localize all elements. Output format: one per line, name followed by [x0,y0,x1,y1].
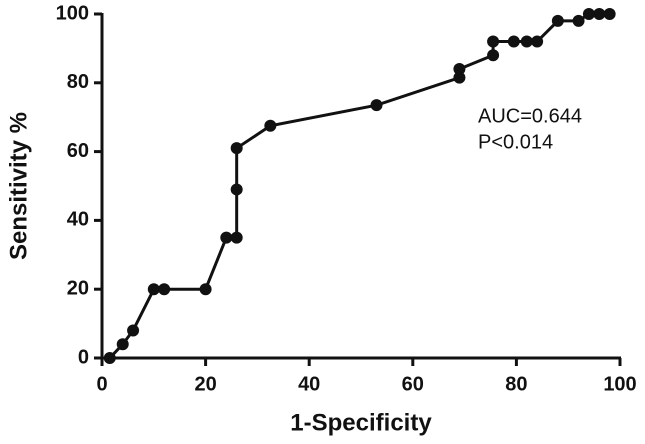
point [199,283,212,296]
point [127,324,140,337]
point [103,352,116,364]
point [264,119,277,132]
x-tick-label: 80 [505,373,527,395]
point [230,231,243,244]
point [158,283,171,296]
roc-line [108,12,610,360]
point [582,8,595,20]
y-tick-label: 20 [67,277,89,299]
y-tick-label: 40 [67,209,89,231]
point [487,49,500,62]
point [572,14,585,27]
x-tick-label: 40 [298,373,320,395]
point [453,63,466,76]
point [520,35,533,48]
point [370,99,383,112]
point [116,338,129,351]
y-tick-label: 80 [67,71,89,93]
point [531,35,544,48]
x-tick-label: 20 [194,373,216,395]
annotation: AUC=0.644 [478,105,582,127]
point [230,142,243,155]
x-tick-label: 60 [402,373,424,395]
point [453,71,466,84]
point [230,183,243,196]
y-tick-label: 0 [78,346,89,368]
x-tick-label: 0 [96,373,107,395]
y-axis-label: Sensitivity % [5,112,32,260]
point [593,8,606,20]
x-tick-label: 100 [603,373,636,395]
point [507,35,520,48]
annotation: P<0.014 [478,131,553,153]
point [487,35,500,48]
point [147,283,160,296]
y-tick-label: 100 [56,2,89,24]
x-axis-label: 1-Specificity [290,409,432,436]
point [551,14,564,27]
point [603,8,616,20]
point [220,231,233,244]
y-tick-label: 60 [67,140,89,162]
